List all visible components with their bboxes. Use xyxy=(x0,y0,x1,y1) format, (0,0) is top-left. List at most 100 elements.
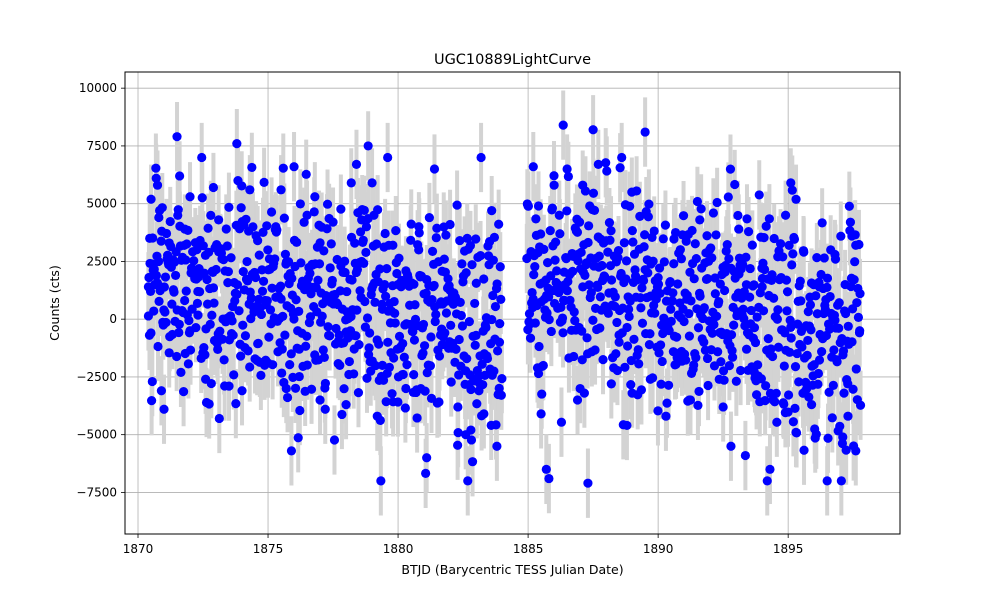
data-point xyxy=(569,351,579,362)
data-point xyxy=(242,256,252,267)
data-point xyxy=(665,277,675,287)
data-point xyxy=(147,396,157,406)
data-point xyxy=(713,347,723,357)
data-point xyxy=(528,162,538,172)
data-point xyxy=(257,265,267,275)
data-point xyxy=(773,305,783,315)
data-point xyxy=(703,380,713,391)
data-point xyxy=(784,240,794,250)
data-point xyxy=(284,257,294,267)
data-point xyxy=(266,207,277,217)
data-point xyxy=(161,228,172,239)
data-point xyxy=(829,345,839,355)
data-point xyxy=(724,254,734,264)
data-point xyxy=(593,159,603,169)
data-point xyxy=(197,152,207,163)
data-point xyxy=(849,274,859,285)
data-point xyxy=(802,350,812,360)
data-point xyxy=(245,362,255,372)
data-point xyxy=(281,383,291,394)
data-point xyxy=(640,230,650,240)
data-point xyxy=(223,278,233,288)
data-point xyxy=(636,385,647,395)
data-point xyxy=(691,353,701,363)
data-point xyxy=(567,249,577,260)
data-point xyxy=(164,348,174,358)
data-point xyxy=(552,266,562,276)
data-point xyxy=(788,417,798,427)
data-point xyxy=(772,417,782,427)
data-point xyxy=(611,349,621,359)
data-point xyxy=(795,276,805,286)
data-point xyxy=(342,286,352,297)
data-point xyxy=(470,340,480,350)
data-point xyxy=(673,279,683,289)
data-point xyxy=(598,355,608,365)
data-point xyxy=(584,221,594,231)
data-point xyxy=(769,293,779,303)
data-point xyxy=(204,399,214,409)
data-point xyxy=(181,255,191,265)
y-tick-label: −2500 xyxy=(76,370,117,384)
data-point xyxy=(279,213,289,223)
data-point xyxy=(657,356,667,367)
data-point xyxy=(822,282,832,292)
data-point xyxy=(154,212,164,223)
data-point xyxy=(622,341,633,351)
data-point xyxy=(466,384,476,395)
data-point xyxy=(689,274,699,284)
data-point xyxy=(583,478,593,488)
data-point xyxy=(676,254,687,264)
data-point xyxy=(256,309,267,320)
data-point xyxy=(207,310,217,320)
data-point xyxy=(153,256,164,267)
data-point xyxy=(211,264,221,275)
data-point xyxy=(786,178,796,188)
data-point xyxy=(787,185,797,195)
data-point xyxy=(310,192,320,202)
data-point xyxy=(292,237,302,247)
data-point xyxy=(693,400,703,410)
data-point xyxy=(789,234,800,244)
data-point xyxy=(782,306,792,316)
data-point xyxy=(175,171,185,181)
data-point xyxy=(738,259,748,270)
data-point xyxy=(530,318,540,328)
data-point xyxy=(214,413,224,424)
data-point xyxy=(425,361,436,371)
data-point xyxy=(491,420,501,430)
data-point xyxy=(492,441,502,451)
data-point xyxy=(723,192,733,202)
data-point xyxy=(709,319,719,330)
data-point xyxy=(613,246,624,256)
data-point xyxy=(322,224,332,234)
data-point xyxy=(799,247,809,257)
data-point xyxy=(544,315,554,325)
data-point xyxy=(391,225,401,236)
data-point xyxy=(353,388,364,398)
data-point xyxy=(351,331,361,341)
data-point xyxy=(841,445,851,455)
data-point xyxy=(309,207,319,217)
data-point xyxy=(315,238,325,248)
data-point xyxy=(533,368,544,379)
data-point xyxy=(305,268,315,279)
data-point xyxy=(637,283,647,293)
data-point xyxy=(262,221,272,231)
data-point xyxy=(848,384,858,394)
data-point xyxy=(853,312,864,322)
data-point xyxy=(832,357,842,367)
data-point xyxy=(668,288,678,298)
data-point xyxy=(726,330,737,340)
data-point xyxy=(456,310,466,321)
data-point xyxy=(339,384,349,394)
data-point xyxy=(475,251,486,261)
data-point xyxy=(574,217,585,227)
data-point xyxy=(612,365,623,376)
data-point xyxy=(836,231,846,241)
data-point xyxy=(749,280,759,290)
data-point xyxy=(157,203,167,213)
data-point xyxy=(253,338,263,349)
data-point xyxy=(278,163,288,173)
data-point xyxy=(320,404,330,414)
